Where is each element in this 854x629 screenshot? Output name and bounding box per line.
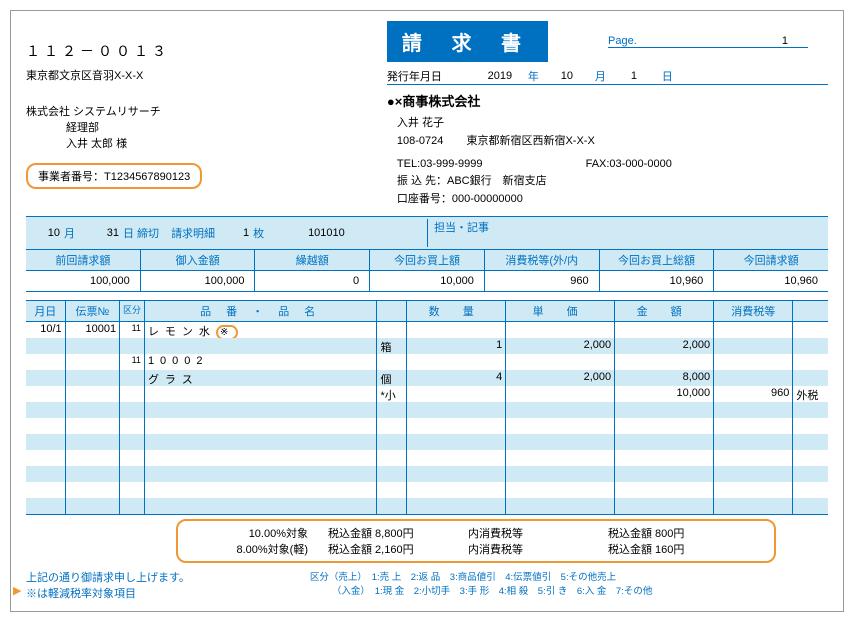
- issuer-postal: 108-0724: [397, 135, 444, 147]
- billto-postal: １１２－００１３: [26, 41, 387, 61]
- table-row: [26, 418, 828, 434]
- issuer-fax: FAX:03-000-0000: [586, 158, 672, 170]
- invoice-page: １１２－００１３ 東京都文京区音羽X-X-X 株式会社 システムリサーチ 経理部…: [10, 10, 844, 612]
- amounts-values: 100,000100,0000 10,00096010,96010,960: [26, 271, 828, 292]
- legend-top-lbl: 区分（売上）: [310, 572, 362, 583]
- day-suffix: 日: [662, 68, 673, 84]
- issue-day: 1: [614, 70, 654, 82]
- reduced-rate-mark: ※: [216, 325, 238, 338]
- legend-top: 1:売 上 2:返 品 3:商品値引 4:伝票値引 5:その他売上: [372, 572, 616, 583]
- issuer-tel: TEL:03-999-9999: [397, 158, 483, 170]
- billto-company: 株式会社 システムリサーチ: [26, 103, 387, 119]
- month-suffix: 月: [595, 68, 606, 84]
- legend-bot: 1:現 金 2:小切手 3:手 形 4:相 殺 5:引 き 6:入 金 7:その…: [375, 586, 653, 597]
- page-number: 1: [782, 35, 788, 47]
- table-row: 1110002: [26, 354, 828, 370]
- issue-label: 発行年月日: [387, 68, 442, 84]
- sum-month: 10: [30, 227, 60, 239]
- tax-summary-row: 10.00%対象税込金額 8,800円内消費税等税込金額 800円: [188, 525, 764, 541]
- table-row: [26, 450, 828, 466]
- tax-summary-row: 8.00%対象(軽)税込金額 2,160円内消費税等税込金額 160円: [188, 541, 764, 557]
- table-row: [26, 434, 828, 450]
- sum-day: 31: [79, 227, 119, 239]
- tax-summary-box: 10.00%対象税込金額 8,800円内消費税等税込金額 800円8.00%対象…: [176, 519, 776, 563]
- sum-month-lbl: 月: [64, 225, 75, 241]
- year-suffix: 年: [528, 68, 539, 84]
- doc-title: 請 求 書: [387, 21, 548, 62]
- sum-detail-lbl: 請求明細: [171, 225, 215, 241]
- sum-day-lbl: 日 締切: [123, 225, 159, 241]
- issuer-person: 入井 花子: [397, 114, 828, 130]
- detail-body: 10/11000111レモン水※箱12,0002,0001110002グラス個4…: [26, 322, 828, 515]
- table-row: [26, 482, 828, 498]
- issuer-address: 東京都新宿区西新宿X-X-X: [466, 135, 594, 147]
- billto-dept: 経理部: [66, 119, 387, 135]
- amounts-header: 前回請求額御入金額繰越額 今回お買上額消費税等(外/内今回お買上総額今回請求額: [26, 250, 828, 271]
- sum-sheets-lbl: 枚: [253, 225, 264, 241]
- table-row: [26, 466, 828, 482]
- issue-year: 2019: [480, 70, 520, 82]
- issuer-account: 口座番号：000-00000000: [397, 190, 828, 206]
- billto-address: 東京都文京区音羽X-X-X: [26, 67, 387, 83]
- table-row: 箱12,0002,000: [26, 338, 828, 354]
- table-row: [26, 498, 828, 514]
- table-row: [26, 402, 828, 418]
- sum-code: 101010: [308, 227, 345, 239]
- sum-sheets: 1: [219, 227, 249, 239]
- issuer-bank: 振 込 先：ABC銀行 新宿支店: [397, 172, 828, 188]
- table-row: *小計10,000960外税: [26, 386, 828, 402]
- tanto-label: 担当・記事: [427, 219, 828, 247]
- table-row: グラス個42,0008,000: [26, 370, 828, 386]
- legend-bot-lbl: （入金）: [332, 586, 365, 597]
- business-id: 事業者番号：T1234567890123: [26, 163, 202, 189]
- billto-person: 入井 太郎 様: [66, 135, 387, 151]
- closing-text: 上記の通り御請求申し上げます。: [26, 569, 190, 585]
- issuer-company: ●×商事株式会社: [387, 91, 828, 110]
- page-label: Page.: [608, 35, 637, 47]
- detail-header: 月日 伝票№ 区分 品 番 ・ 品 名 数 量 単 価 金 額 消費税等: [26, 300, 828, 322]
- table-row: 10/11000111レモン水※: [26, 322, 828, 338]
- arrow-icon: ▶: [13, 584, 21, 597]
- issue-month: 10: [547, 70, 587, 82]
- reduced-rate-note: ※は軽減税率対象項目: [26, 585, 190, 601]
